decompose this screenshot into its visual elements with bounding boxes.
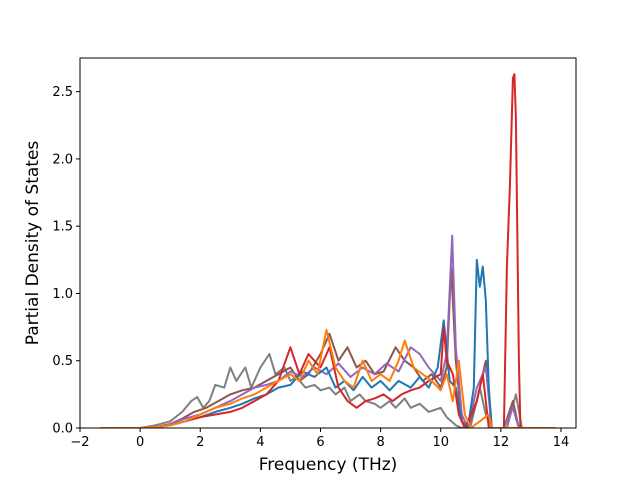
x-axis-label: Frequency (THz) <box>259 455 398 475</box>
x-tick-label: 14 <box>553 435 570 450</box>
y-axis: 0.0 0.5 1.0 1.5 2.0 2.5 <box>52 85 80 437</box>
y-tick-label: 2.0 <box>52 152 73 167</box>
x-axis: −2 0 2 4 6 8 10 12 14 <box>70 428 569 450</box>
x-tick-label: 12 <box>493 435 510 450</box>
x-tick-label: 8 <box>376 435 384 450</box>
y-tick-label: 2.5 <box>52 85 73 100</box>
x-tick-label: 4 <box>256 435 264 450</box>
x-tick-label: 0 <box>136 435 144 450</box>
x-tick-label: −2 <box>70 435 89 450</box>
plot-area-frame <box>79 57 577 429</box>
y-tick-label: 1.0 <box>52 287 73 302</box>
series-line-6 <box>100 328 556 428</box>
y-axis-label: Partial Density of States <box>23 141 43 346</box>
y-tick-label: 0.5 <box>52 354 73 369</box>
x-tick-label: 2 <box>196 435 204 450</box>
y-tick-label: 1.5 <box>52 220 73 235</box>
y-tick-label: 0.0 <box>52 422 73 437</box>
series-line-4 <box>100 258 556 428</box>
x-tick-label: 6 <box>316 435 324 450</box>
x-tick-label: 10 <box>432 435 449 450</box>
series-line-5 <box>100 73 556 428</box>
